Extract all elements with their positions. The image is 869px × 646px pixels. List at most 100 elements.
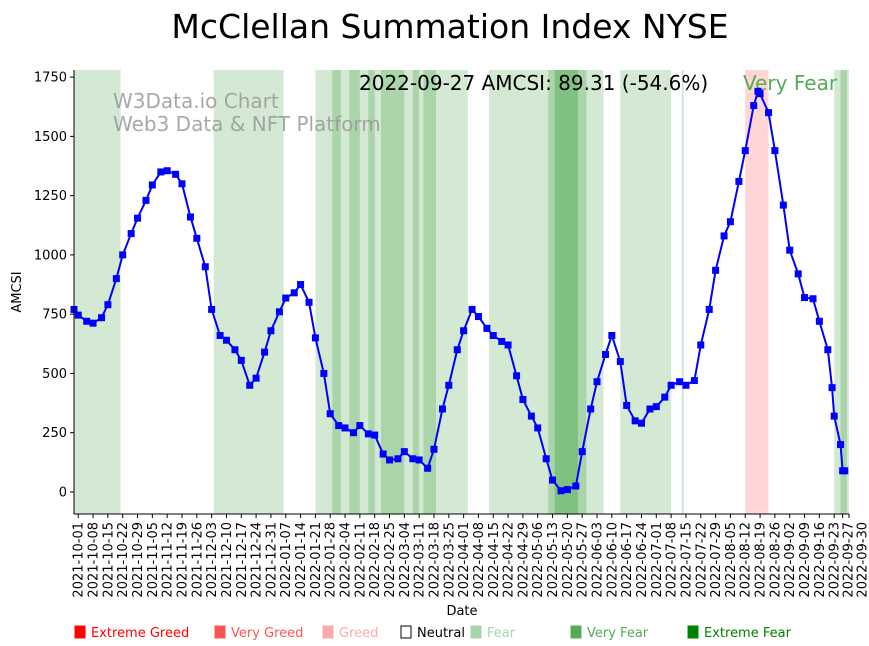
y-tick-label: 1250	[34, 189, 67, 204]
x-tick-label: 2021-12-10	[220, 522, 235, 598]
data-point	[430, 445, 438, 453]
x-tick-label: 2022-02-25	[383, 522, 398, 598]
y-tick-label: 250	[42, 426, 67, 441]
data-point	[756, 90, 764, 98]
y-axis-label: AMCSI	[10, 271, 25, 312]
data-point	[193, 234, 201, 242]
data-point	[311, 334, 319, 342]
data-point	[690, 377, 698, 385]
x-tick-label: 2021-12-03	[205, 522, 220, 598]
data-point	[148, 181, 156, 189]
data-point	[74, 311, 82, 319]
data-point	[637, 419, 645, 427]
data-point	[460, 327, 468, 335]
x-tick-label: 2022-04-15	[487, 522, 502, 598]
y-axis: 0 250 500 750 1000 1250 1500 1750	[34, 71, 74, 500]
data-point	[474, 313, 482, 321]
band-very-fear	[423, 70, 437, 514]
data-point	[231, 346, 239, 354]
x-tick-label: 2022-06-03	[591, 522, 606, 598]
data-point	[394, 455, 402, 463]
data-point	[208, 305, 216, 313]
x-tick-label: 2022-02-11	[353, 522, 368, 598]
data-point	[661, 393, 669, 401]
x-tick-label: 2021-11-12	[161, 522, 176, 598]
data-point	[216, 331, 224, 339]
x-tick-label: 2022-04-08	[472, 522, 487, 598]
data-point	[616, 358, 624, 366]
data-point	[261, 348, 269, 356]
x-tick-label: 2022-01-07	[279, 522, 294, 598]
data-point	[400, 448, 408, 456]
x-tick-label: 2022-09-23	[828, 522, 843, 598]
x-tick-label: 2022-03-04	[398, 522, 413, 598]
y-tick-label: 0	[59, 485, 67, 500]
band-greed	[745, 70, 769, 514]
data-point	[364, 430, 372, 438]
data-point	[697, 341, 705, 349]
band-fear	[620, 70, 672, 514]
x-tick-label: 2021-11-19	[175, 522, 190, 598]
data-point	[771, 147, 779, 155]
data-point	[726, 218, 734, 226]
data-point	[519, 396, 527, 404]
x-tick-label: 2022-05-13	[546, 522, 561, 598]
x-tick-label: 2022-06-10	[605, 522, 620, 598]
sentiment-bands	[74, 70, 849, 514]
x-tick-label: 2022-06-17	[620, 522, 635, 598]
data-point	[779, 201, 787, 209]
band-fear	[213, 70, 284, 514]
data-point	[741, 147, 749, 155]
x-tick-label: 2021-10-08	[87, 522, 102, 598]
data-point	[127, 230, 135, 238]
data-point	[468, 305, 476, 313]
x-tick-label: 2022-08-19	[754, 522, 769, 598]
data-point	[112, 275, 120, 283]
x-tick-label: 2022-08-12	[739, 522, 754, 598]
band-fear	[74, 70, 121, 514]
x-tick-label: 2022-03-11	[413, 522, 428, 598]
x-tick-label: 2022-06-24	[635, 522, 650, 598]
x-tick-label: 2022-09-09	[798, 522, 813, 598]
data-point	[386, 456, 394, 464]
x-tick-label: 2022-09-30	[856, 522, 869, 598]
data-point	[608, 331, 616, 339]
band-extreme-fear	[554, 70, 578, 514]
x-tick-label: 2022-08-05	[724, 522, 739, 598]
data-point	[89, 319, 97, 327]
legend-label: Neutral	[417, 626, 465, 641]
x-tick-label: 2022-07-01	[650, 522, 665, 598]
data-point	[409, 455, 417, 463]
data-point	[593, 378, 601, 386]
x-tick-label: 2022-09-27	[842, 522, 857, 598]
data-point	[786, 246, 794, 254]
data-point	[504, 341, 512, 349]
data-point	[356, 422, 364, 430]
data-point	[453, 346, 461, 354]
data-point	[631, 417, 639, 425]
data-point	[252, 374, 260, 382]
data-point	[326, 410, 334, 418]
data-point	[371, 431, 379, 439]
x-tick-label: 2022-04-22	[502, 522, 517, 598]
y-tick-label: 750	[42, 308, 67, 323]
data-point	[652, 403, 660, 411]
data-point	[667, 381, 675, 389]
data-point	[801, 294, 809, 302]
x-tick-label: 2022-08-26	[768, 522, 783, 598]
data-point	[246, 381, 254, 389]
data-point	[601, 350, 609, 358]
data-point	[563, 486, 571, 494]
data-point	[750, 102, 758, 110]
data-point	[172, 170, 180, 178]
data-point	[815, 317, 823, 325]
data-point	[424, 464, 432, 472]
band-very-fear	[412, 70, 420, 514]
data-point	[134, 214, 142, 222]
data-point	[297, 281, 305, 289]
x-tick-label: 2021-10-15	[101, 522, 116, 598]
data-point	[841, 467, 849, 475]
data-point	[623, 401, 631, 409]
legend-swatch	[400, 625, 412, 639]
legend-label: Extreme Fear	[704, 626, 792, 641]
